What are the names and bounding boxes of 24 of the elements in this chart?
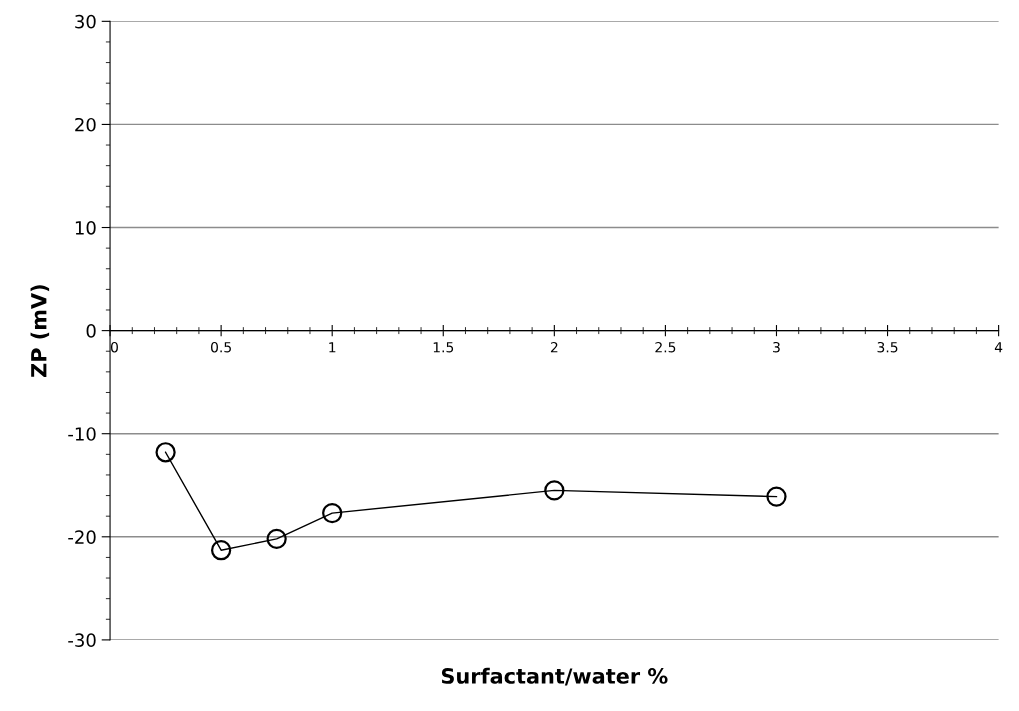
- x-axis-title: Surfactant/water %: [441, 667, 668, 686]
- x-tick-label: 1.5: [433, 342, 454, 353]
- y-tick-label: 0: [86, 324, 96, 338]
- y-tick-label: 20: [75, 117, 96, 132]
- x-tick-label: 2: [550, 341, 558, 353]
- point: [210, 540, 232, 561]
- y-axis-title: ZP (mV): [30, 285, 50, 377]
- point: [322, 502, 343, 524]
- x-tick-label: 3: [773, 341, 780, 353]
- x-tick-label: 0.5: [210, 341, 231, 353]
- y-tick-label: 30: [75, 14, 96, 29]
- y-tick-label: -10: [68, 427, 96, 441]
- point: [766, 486, 787, 507]
- x-tick-label: 4: [994, 342, 1003, 353]
- y-tick-label: -30: [68, 633, 96, 648]
- point: [155, 442, 176, 463]
- y-tick-label: 10: [75, 220, 96, 235]
- point: [544, 480, 565, 501]
- x-tick-label: 2.5: [655, 341, 676, 353]
- point: [266, 528, 287, 549]
- x-tick-label: 3.5: [877, 341, 898, 353]
- y-tick-label: -20: [68, 530, 96, 544]
- x-tick-label: 0: [110, 341, 118, 353]
- x-tick-label: 1: [329, 342, 336, 353]
